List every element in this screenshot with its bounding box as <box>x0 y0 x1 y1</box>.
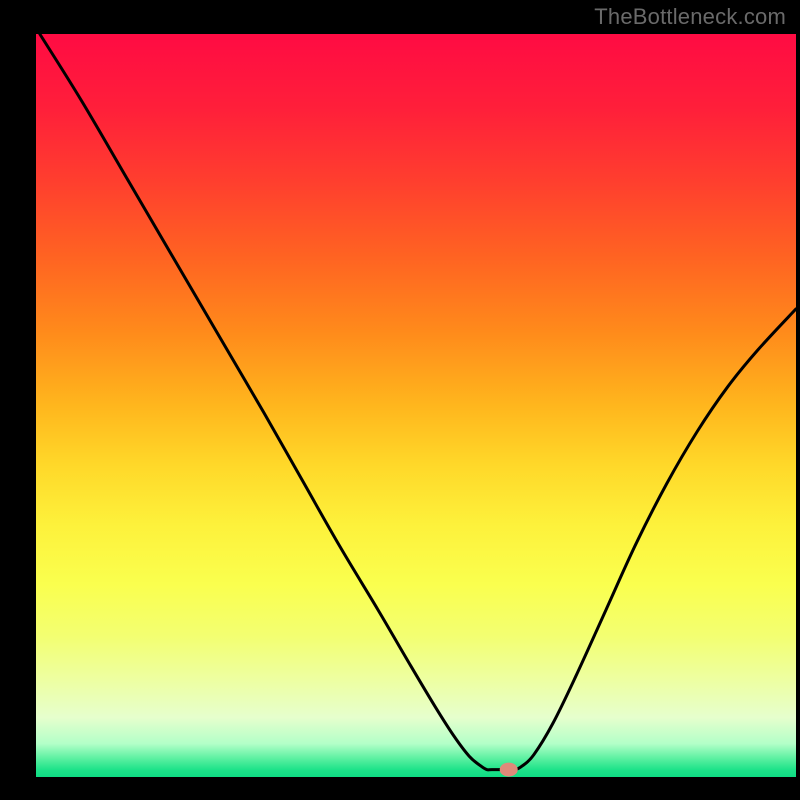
bottleneck-chart <box>0 0 800 800</box>
chart-container: TheBottleneck.com <box>0 0 800 800</box>
optimal-marker <box>500 763 518 777</box>
plot-background <box>36 34 796 777</box>
watermark-label: TheBottleneck.com <box>594 4 786 30</box>
